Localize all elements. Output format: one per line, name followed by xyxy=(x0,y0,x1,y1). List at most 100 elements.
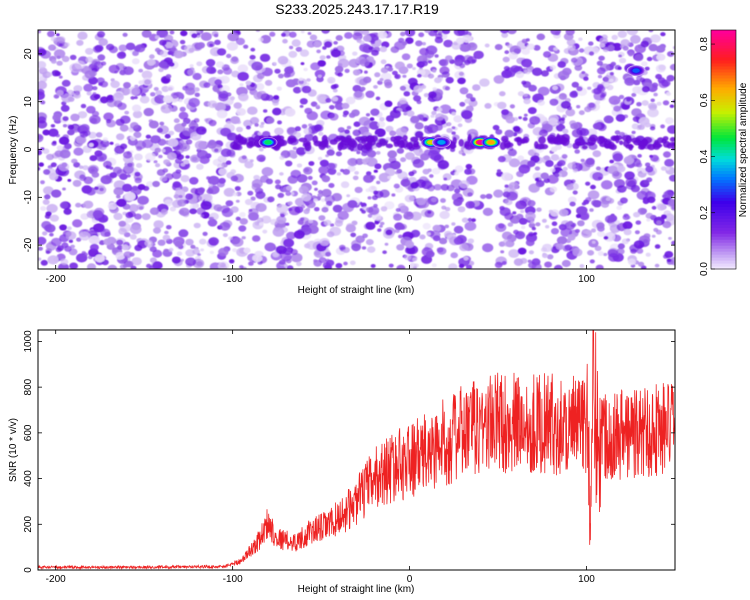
spectrogram-cell xyxy=(214,39,221,45)
spectrogram-cell xyxy=(310,62,321,71)
spectrogram-cell xyxy=(116,169,127,178)
spectrogram-cell xyxy=(387,67,394,72)
spectrogram-cell xyxy=(631,130,636,135)
spectrogram-cell xyxy=(404,194,414,203)
colorbar-strip xyxy=(711,176,736,180)
colorbar-strip xyxy=(711,158,736,163)
colorbar-strip xyxy=(711,224,736,228)
spectrogram-cell xyxy=(38,80,47,90)
spectrogram-cell xyxy=(664,251,674,258)
spectrogram-cell xyxy=(141,30,152,38)
spectrogram-cell xyxy=(626,98,631,102)
spectrogram-cell xyxy=(356,150,361,155)
spectrogram-cell xyxy=(441,205,447,210)
spectrogram-cell xyxy=(282,38,288,44)
spectrogram-cell xyxy=(561,154,568,159)
spectrogram-x-tick-label: -100 xyxy=(223,274,243,285)
spectrogram-cell xyxy=(448,263,458,269)
spectrogram-cell xyxy=(123,82,131,89)
spectrogram-cell xyxy=(373,169,378,173)
snr-frame xyxy=(37,329,676,571)
spectrogram-cell xyxy=(508,182,519,191)
spectrogram-cell xyxy=(669,174,675,182)
spectrogram-cell xyxy=(446,128,453,133)
spectrogram-cell xyxy=(330,49,341,58)
spectrogram-cell xyxy=(647,108,659,118)
spectrogram-cell xyxy=(45,211,52,217)
spectrogram-cell xyxy=(303,127,313,135)
spectrogram-cell xyxy=(130,122,139,129)
spectrogram-cell xyxy=(216,48,227,56)
spectrogram-cell xyxy=(238,225,247,232)
spectrogram-band-cell xyxy=(366,143,371,152)
spectrogram-cell xyxy=(304,243,311,249)
spectrogram-cell xyxy=(79,130,89,138)
spectrogram-cell xyxy=(413,85,424,93)
snr-y-tick-label: 1000 xyxy=(23,330,34,353)
spectrogram-cell xyxy=(184,44,196,54)
colorbar-strip xyxy=(711,86,736,91)
spectrogram-cell xyxy=(48,128,59,137)
spectrogram-cell xyxy=(154,94,166,104)
colorbar-strip xyxy=(711,170,736,174)
spectrogram-cell xyxy=(322,262,331,269)
spectrogram-cell xyxy=(167,152,177,160)
spectrogram-cell xyxy=(200,248,205,252)
spectrogram-cell xyxy=(306,78,311,82)
spectrogram-cell xyxy=(40,147,45,151)
spectrogram-cell xyxy=(308,219,314,224)
spectrogram-cell xyxy=(179,106,186,112)
spectrogram-cell xyxy=(208,119,217,127)
spectrogram-cell xyxy=(163,95,174,104)
spectrogram-cell xyxy=(153,160,158,164)
spectrogram-cell xyxy=(393,213,403,221)
spectrogram-cell xyxy=(432,87,438,91)
spectrogram-cell xyxy=(664,158,675,167)
spectrogram-cell xyxy=(92,86,98,91)
snr-y-tick-label: 800 xyxy=(23,378,34,395)
spectrogram-cell xyxy=(596,222,605,230)
spectrogram-hotspot-ring xyxy=(264,140,272,145)
spectrogram-cell xyxy=(645,212,654,219)
spectrogram-cell xyxy=(617,30,627,38)
spectrogram-cell xyxy=(603,235,609,240)
spectrogram-hotspots xyxy=(258,65,646,148)
spectrogram-cell xyxy=(185,193,194,200)
spectrogram-cell xyxy=(554,173,560,178)
spectrogram-cell xyxy=(208,183,213,188)
spectrogram-cell xyxy=(556,236,568,245)
spectrogram-cell xyxy=(604,82,610,87)
spectrogram-cell xyxy=(67,124,75,130)
spectrogram-cell xyxy=(428,30,438,37)
spectrogram-cell xyxy=(334,65,344,73)
spectrogram-cell xyxy=(296,261,302,267)
spectrogram-cell xyxy=(417,73,422,78)
spectrogram-cell xyxy=(46,203,58,213)
spectrogram-cell xyxy=(597,251,604,256)
spectrogram-cell xyxy=(379,224,383,228)
spectrogram-cell xyxy=(443,177,448,181)
spectrogram-cell xyxy=(315,104,320,108)
spectrogram-cell xyxy=(305,202,310,206)
spectrogram-cell xyxy=(645,162,651,167)
spectrogram-cell xyxy=(465,201,476,209)
spectrogram-cell xyxy=(115,252,126,260)
spectrogram-cell xyxy=(562,114,567,119)
spectrogram-cell xyxy=(56,60,63,66)
spectrogram-cell xyxy=(347,158,358,167)
spectrogram-cell xyxy=(648,30,654,33)
spectrogram-cell xyxy=(318,215,326,221)
spectrogram-cell xyxy=(557,61,566,68)
spectrogram-cell xyxy=(365,221,376,230)
spectrogram-cell xyxy=(38,150,43,156)
spectrogram-cell xyxy=(230,116,241,125)
spectrogram-cell xyxy=(157,239,166,246)
spectrogram-band-cell xyxy=(345,134,352,142)
spectrogram-cell xyxy=(554,31,561,36)
spectrogram-cell xyxy=(618,131,626,137)
spectrogram-cell xyxy=(132,104,142,112)
spectrogram-cell xyxy=(528,231,534,237)
spectrogram-cell xyxy=(38,257,42,261)
spectrogram-cell xyxy=(385,229,393,236)
spectrogram-cell xyxy=(344,32,353,39)
